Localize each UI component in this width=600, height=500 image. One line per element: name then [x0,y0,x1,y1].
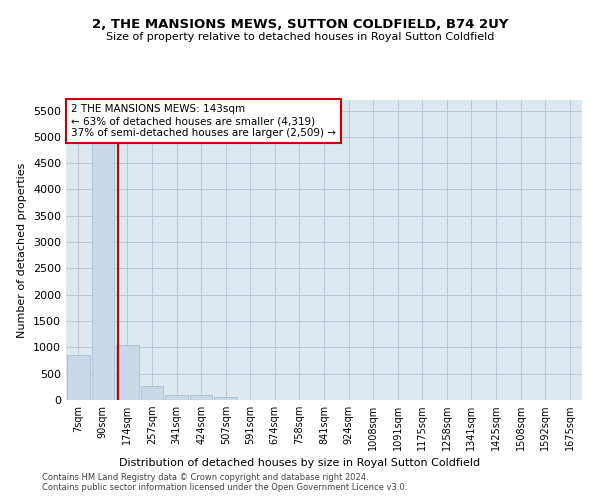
Text: Contains HM Land Registry data © Crown copyright and database right 2024.: Contains HM Land Registry data © Crown c… [42,474,368,482]
Bar [165,394,188,400]
Bar [67,356,89,400]
Text: Distribution of detached houses by size in Royal Sutton Coldfield: Distribution of detached houses by size … [119,458,481,468]
Bar [214,396,237,400]
Text: 2, THE MANSIONS MEWS, SUTTON COLDFIELD, B74 2UY: 2, THE MANSIONS MEWS, SUTTON COLDFIELD, … [92,18,508,30]
Text: Size of property relative to detached houses in Royal Sutton Coldfield: Size of property relative to detached ho… [106,32,494,42]
Bar [190,396,212,400]
Y-axis label: Number of detached properties: Number of detached properties [17,162,28,338]
Text: Contains public sector information licensed under the Open Government Licence v3: Contains public sector information licen… [42,484,407,492]
Text: 2 THE MANSIONS MEWS: 143sqm
← 63% of detached houses are smaller (4,319)
37% of : 2 THE MANSIONS MEWS: 143sqm ← 63% of det… [71,104,336,138]
Bar [116,344,139,400]
Bar [92,110,114,400]
Bar [140,386,163,400]
